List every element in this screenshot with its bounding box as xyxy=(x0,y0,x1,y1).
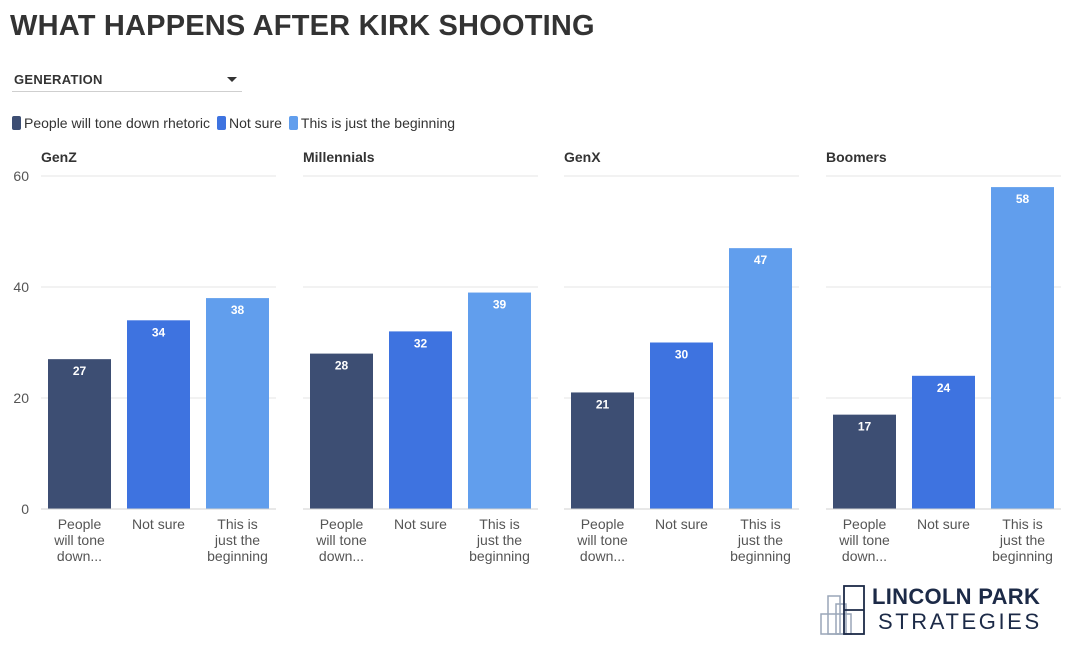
panel-title: Boomers xyxy=(826,149,887,165)
legend-swatch xyxy=(288,116,298,130)
bar xyxy=(912,375,975,509)
panel-title: GenX xyxy=(564,149,601,165)
bar-value-label: 34 xyxy=(152,325,166,339)
panel-title: GenZ xyxy=(41,149,77,165)
legend-swatch xyxy=(217,116,226,130)
x-tick-label: This is xyxy=(740,516,780,532)
bar-value-label: 21 xyxy=(596,397,610,411)
bar-value-label: 30 xyxy=(675,348,689,362)
logo-mark-icon xyxy=(820,585,865,635)
bar xyxy=(833,414,896,509)
bar-value-label: 27 xyxy=(73,364,87,378)
legend-label: This is just the beginning xyxy=(300,115,456,131)
x-tick-label: beginning xyxy=(469,548,530,564)
x-tick-label: People xyxy=(581,516,625,532)
legend-label: Not sure xyxy=(229,115,282,131)
legend-item-not-sure[interactable]: Not sure xyxy=(217,115,282,131)
chevron-down-icon[interactable] xyxy=(227,77,237,82)
bar-value-label: 39 xyxy=(493,298,507,312)
chart-title: WHAT HAPPENS AFTER KIRK SHOOTING xyxy=(10,10,595,42)
x-tick-label: down... xyxy=(319,548,364,564)
x-tick-label: Not sure xyxy=(394,516,447,532)
x-tick-label: will tone xyxy=(315,532,367,548)
x-tick-label: This is xyxy=(217,516,257,532)
y-tick-label: 20 xyxy=(13,390,29,406)
x-tick-label: down... xyxy=(57,548,102,564)
legend-item-tone-down[interactable]: People will tone down rhetoric xyxy=(12,115,210,131)
bar xyxy=(650,342,713,509)
x-tick-label: This is xyxy=(479,516,519,532)
x-tick-label: will tone xyxy=(53,532,105,548)
x-tick-label: will tone xyxy=(838,532,890,548)
legend-item-just-beginning[interactable]: This is just the beginning xyxy=(288,115,456,131)
x-tick-label: down... xyxy=(842,548,887,564)
x-tick-label: People xyxy=(843,516,887,532)
x-tick-label: beginning xyxy=(207,548,268,564)
bar-value-label: 32 xyxy=(414,336,428,350)
legend: People will tone down rhetoric Not sure … xyxy=(12,115,462,131)
x-tick-label: just the xyxy=(476,532,522,548)
legend-label: People will tone down rhetoric xyxy=(24,115,210,131)
x-tick-label: will tone xyxy=(576,532,628,548)
x-tick-label: just the xyxy=(737,532,783,548)
x-tick-label: Not sure xyxy=(132,516,185,532)
x-tick-label: Not sure xyxy=(655,516,708,532)
bar xyxy=(991,187,1054,509)
x-tick-label: Not sure xyxy=(917,516,970,532)
bar-value-label: 28 xyxy=(335,359,349,373)
x-tick-label: down... xyxy=(580,548,625,564)
generation-dropdown[interactable]: GENERATION xyxy=(12,67,242,92)
bar-value-label: 58 xyxy=(1016,192,1030,206)
x-tick-label: People xyxy=(58,516,102,532)
logo-text-line2: STRATEGIES xyxy=(878,609,1042,634)
company-logo: LINCOLN PARK STRATEGIES xyxy=(818,584,1041,636)
x-tick-label: beginning xyxy=(992,548,1053,564)
y-tick-label: 60 xyxy=(13,168,29,184)
bar-value-label: 47 xyxy=(754,253,768,267)
bar xyxy=(127,320,190,509)
y-tick-label: 0 xyxy=(21,501,29,517)
y-tick-label: 40 xyxy=(13,279,29,295)
x-tick-label: People xyxy=(320,516,364,532)
bar xyxy=(468,292,531,509)
legend-swatch xyxy=(12,116,21,130)
logo-text-line1: LINCOLN PARK xyxy=(872,584,1041,609)
bar-value-label: 17 xyxy=(858,420,872,434)
bar xyxy=(729,248,792,509)
bar xyxy=(48,359,111,509)
x-tick-label: just the xyxy=(999,532,1045,548)
bar xyxy=(389,331,452,509)
bar xyxy=(206,298,269,509)
bar xyxy=(310,353,373,509)
bar-value-label: 24 xyxy=(937,381,951,395)
x-tick-label: This is xyxy=(1002,516,1042,532)
x-tick-label: beginning xyxy=(730,548,791,564)
panel-title: Millennials xyxy=(303,149,375,165)
bar-value-label: 38 xyxy=(231,303,245,317)
dropdown-label: GENERATION xyxy=(14,72,103,87)
bar xyxy=(571,392,634,509)
x-tick-label: just the xyxy=(214,532,260,548)
